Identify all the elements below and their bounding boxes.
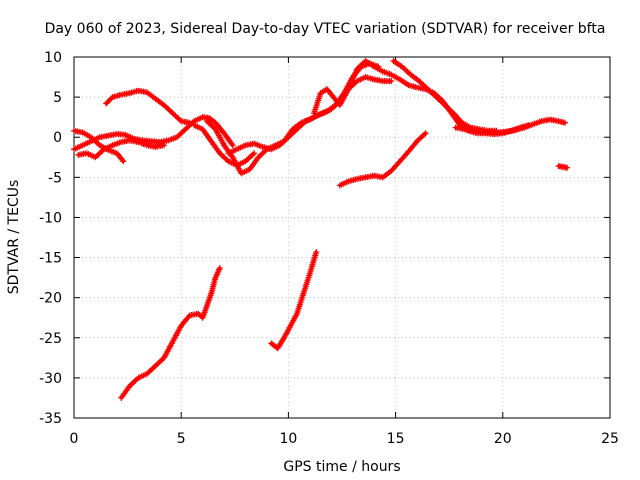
series-arc-12 (555, 163, 571, 171)
data-series (71, 58, 571, 401)
plot-frame (73, 56, 611, 419)
y-tick-label: -20 (39, 291, 62, 307)
data-point (564, 164, 571, 171)
y-tick-label: -35 (39, 411, 62, 427)
y-axis-label: SDTVAR / TECUs (6, 180, 22, 295)
x-tick-label: 20 (494, 431, 512, 447)
x-tick-label: 10 (279, 431, 297, 447)
data-point (388, 78, 395, 85)
series-arc-5 (191, 122, 258, 169)
y-tick-label: -30 (39, 371, 62, 387)
y-tick-label: -25 (39, 331, 62, 347)
x-tick-label: 0 (70, 431, 79, 447)
x-tick-label: 15 (387, 431, 405, 447)
x-axis-label: GPS time / hours (283, 459, 400, 475)
series-arc-10 (452, 116, 568, 136)
y-tick-label: -5 (48, 170, 62, 186)
chart-title: Day 060 of 2023, Sidereal Day-to-day VTE… (45, 21, 606, 37)
y-axis: 10 5 0 -5 -10 -15 -20 -25 -30 -35 (39, 50, 610, 427)
data-point (313, 248, 320, 255)
series-arc-4 (75, 137, 168, 161)
series-arc-9 (390, 58, 500, 134)
x-tick-label: 5 (177, 431, 186, 447)
series-arc-11 (336, 130, 429, 189)
y-tick-label: 10 (44, 50, 62, 66)
y-tick-label: -15 (39, 251, 62, 267)
series-arc-8 (311, 58, 532, 138)
series-arc-1 (103, 87, 193, 126)
data-point (120, 158, 127, 165)
data-point (119, 156, 126, 163)
data-point (422, 130, 429, 137)
y-tick-label: 0 (53, 130, 62, 146)
data-point (216, 264, 223, 271)
grid-lines (74, 57, 610, 418)
series-arc-7 (225, 74, 395, 157)
data-point (108, 95, 115, 102)
y-tick-label: 5 (53, 90, 62, 106)
series-arc-14 (268, 248, 320, 352)
data-point (251, 150, 258, 157)
y-tick-label: -10 (39, 210, 62, 226)
x-axis: 0 5 10 15 20 25 (70, 57, 619, 447)
data-point (161, 142, 168, 149)
x-tick-label: 25 (601, 431, 619, 447)
data-point (561, 119, 568, 126)
data-point (229, 142, 236, 149)
series-arc-13 (118, 264, 223, 401)
